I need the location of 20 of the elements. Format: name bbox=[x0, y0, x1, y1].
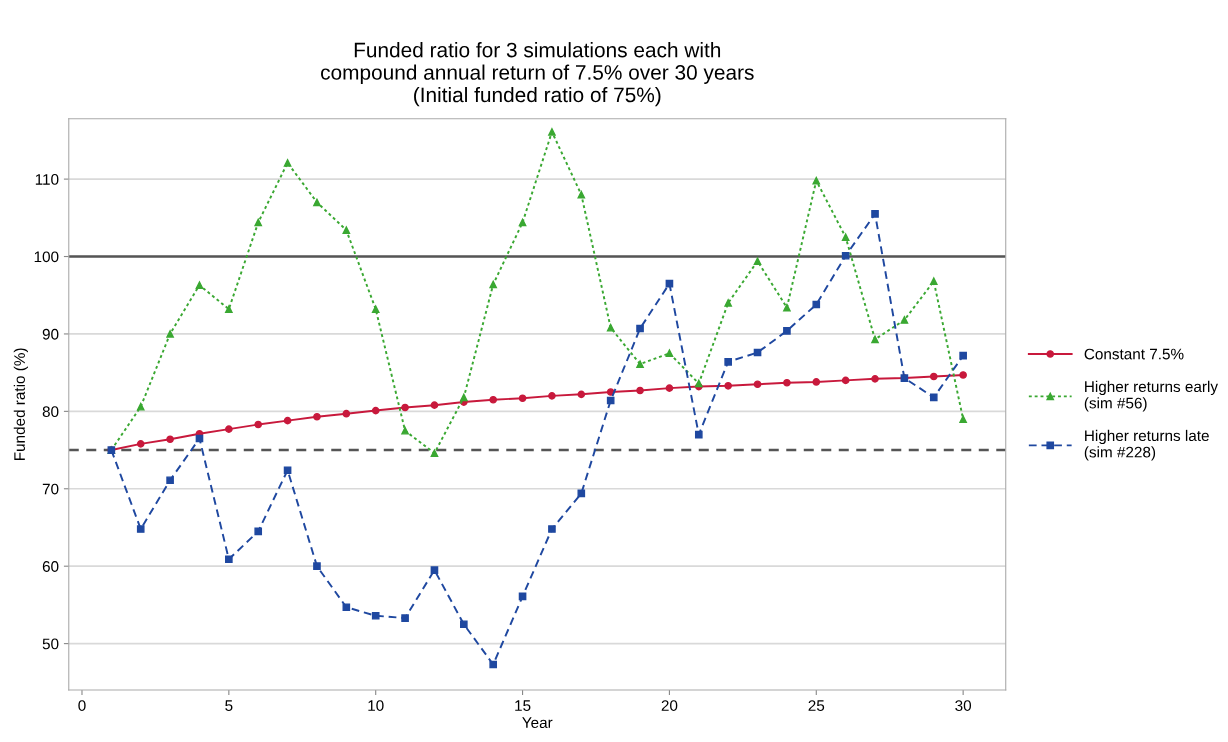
x-axis-title: Year bbox=[522, 717, 553, 729]
legend-label: Higher returns early (sim #56) bbox=[1084, 380, 1218, 412]
x-tick-label: 25 bbox=[808, 700, 825, 711]
y-tick-label: 60 bbox=[42, 561, 59, 572]
y-tick-label: 50 bbox=[42, 638, 59, 650]
y-tick-label: 80 bbox=[42, 406, 59, 418]
legend-label: Constant 7.5% bbox=[1084, 348, 1184, 360]
x-tick-label: 10 bbox=[368, 700, 384, 711]
y-tick-label: 70 bbox=[42, 483, 59, 495]
x-tick-label: 15 bbox=[515, 700, 531, 711]
y-tick-label: 100 bbox=[34, 251, 59, 263]
x-tick-label: 0 bbox=[78, 700, 86, 711]
x-tick-label: 5 bbox=[225, 700, 233, 711]
x-tick-label: 30 bbox=[955, 700, 972, 711]
chart-title: Funded ratio for 3 simulations each with compound annual return of 7.5% over 30 years (Initial funded ratio of 75%) bbox=[321, 42, 754, 107]
y-axis-title: Funded ratio (%) bbox=[13, 348, 28, 461]
y-tick-label: 90 bbox=[42, 328, 59, 340]
x-tick-label: 20 bbox=[661, 700, 678, 711]
legend-label: Higher returns late (sim #228) bbox=[1084, 429, 1209, 461]
y-tick-label: 110 bbox=[35, 173, 59, 185]
